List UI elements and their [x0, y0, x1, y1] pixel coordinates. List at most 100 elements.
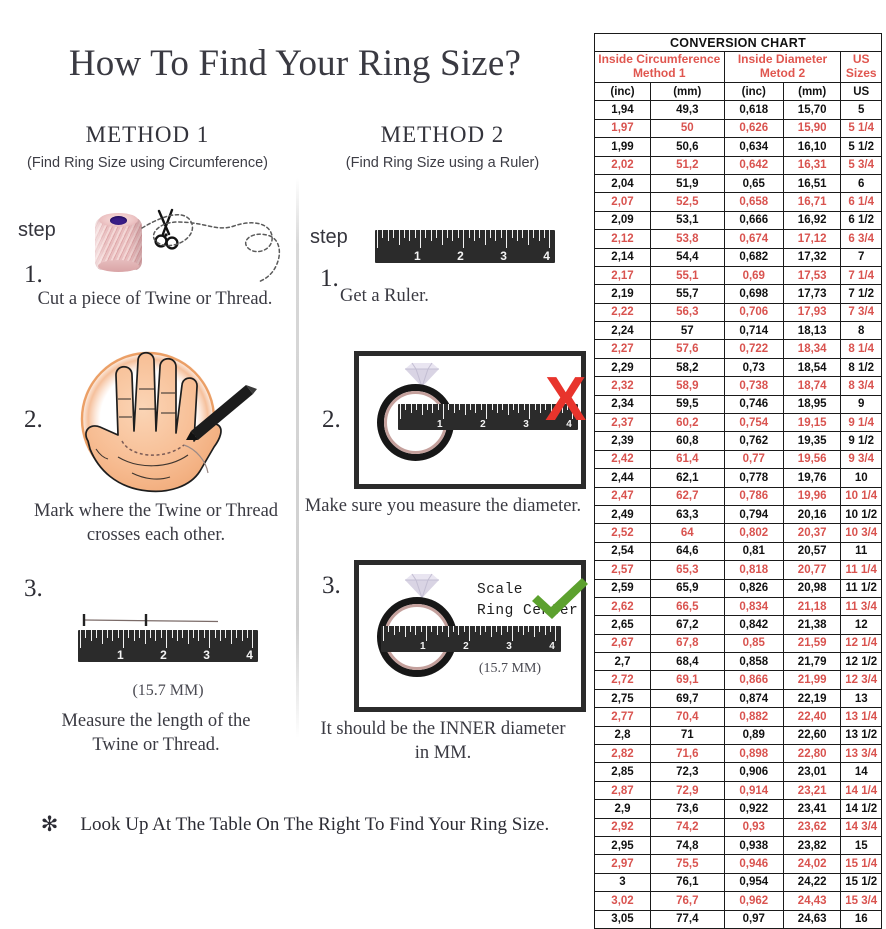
ruler-tick — [485, 626, 487, 633]
table-row: 2,22 56,3 0,706 17,93 7 3/4 — [594, 302, 882, 323]
table-row: 2,17 55,1 0,69 17,53 7 1/4 — [594, 265, 882, 286]
table-cell-c-inc1: 2,24 — [594, 321, 651, 341]
table-cell-c-inc1: 3 — [594, 872, 651, 893]
ruler-tick — [388, 626, 390, 633]
ruler-tick — [404, 626, 406, 638]
method-1-title: METHOD 1 — [85, 122, 210, 147]
ruler-tick — [479, 230, 481, 238]
method-2-step-word: step — [310, 226, 348, 248]
ruler-tick — [123, 630, 125, 648]
ruler-tick — [117, 630, 119, 638]
table-row: 1,97 50 0,626 15,90 5 1/4 — [594, 118, 882, 139]
ruler-tick — [193, 630, 194, 638]
ruler-tick — [513, 404, 514, 411]
table-cell-c-mm1: 55,1 — [650, 265, 725, 286]
table-cell-c-inc1: 2,77 — [594, 707, 651, 727]
table-cell-c-inc2: 0,938 — [723, 835, 784, 856]
table-cell-c-inc2: 0,97 — [723, 909, 784, 929]
correct-check-icon — [529, 576, 591, 629]
ruler-number: 1 — [414, 248, 421, 263]
table-cell-c-mm1: 63,3 — [650, 504, 725, 525]
table-cell-c-us: 10 3/4 — [840, 523, 882, 543]
ruler-tick — [473, 230, 475, 242]
ruler-number: 2 — [480, 418, 486, 430]
table-cell-c-mm1: 72,3 — [650, 762, 725, 782]
table-cell-c-mm1: 53,8 — [650, 229, 725, 249]
table-cell-c-mm2: 23,41 — [782, 799, 842, 819]
ruler-tick — [399, 626, 401, 633]
table-cell-c-inc2: 0,882 — [723, 707, 784, 727]
method-2-step-2-caption: Make sure you measure the diameter. — [304, 496, 582, 516]
ruler-tick — [414, 230, 416, 238]
ruler-method-2-step-2: 1 2 3 4 — [398, 404, 578, 430]
ruler-tick — [415, 626, 417, 635]
table-cell-c-mm2: 24,22 — [782, 872, 842, 893]
table-cell-c-mm2: 21,79 — [782, 652, 842, 672]
table-row: 2,92 74,2 0,93 23,62 14 3/4 — [594, 817, 882, 838]
table-cell-c-mm2: 22,60 — [782, 725, 842, 746]
ruler-tick — [457, 230, 459, 238]
table-cell-c-inc1: 2,82 — [594, 744, 651, 764]
table-row: 2,39 60,8 0,762 19,35 9 1/2 — [594, 431, 882, 451]
method-2-title: METHOD 2 — [380, 122, 505, 147]
ruler-tick — [409, 230, 411, 242]
ruler-tick — [572, 404, 574, 419]
table-cell-c-mm2: 16,51 — [782, 173, 842, 194]
table-cell-c-inc2: 0,658 — [723, 192, 784, 212]
table-cell-c-inc2: 0,674 — [723, 229, 784, 249]
table-cell-c-us: 13 3/4 — [840, 744, 882, 764]
table-row: 3,05 77,4 0,97 24,63 16 — [594, 909, 882, 929]
table-row: 2,75 69,7 0,874 22,19 13 — [594, 688, 882, 709]
ruler-tick — [512, 626, 514, 641]
table-row: 2,87 72,9 0,914 23,21 14 1/4 — [594, 780, 882, 801]
table-cell-c-us: 5 — [840, 100, 882, 120]
table-cell-c-us: 6 3/4 — [840, 229, 882, 249]
table-cell-c-mm1: 62,1 — [650, 468, 725, 488]
method-2-step-2-figure: 1 2 3 4 — [354, 351, 586, 489]
ruler-number: 2 — [160, 648, 167, 663]
table-cell-c-mm1: 74,8 — [650, 835, 725, 856]
method-1-subtitle: (Find Ring Size using Circumference) — [27, 155, 268, 171]
scissors-icon — [152, 208, 186, 252]
ruler-tick — [475, 404, 477, 413]
measured-thread-illustration — [78, 612, 258, 628]
table-row: 2,44 62,1 0,778 19,76 10 — [594, 468, 882, 488]
table-row: 2,72 69,1 0,866 21,99 12 3/4 — [594, 670, 882, 690]
ruler-number: 2 — [457, 248, 464, 263]
incorrect-x-mark: X — [545, 365, 587, 434]
ruler-tick — [534, 404, 536, 411]
table-cell-c-inc1: 2,49 — [594, 504, 651, 525]
table-cell-c-mm2: 15,70 — [782, 100, 842, 120]
table-cell-c-us: 12 3/4 — [840, 670, 882, 690]
ruler-tick — [443, 404, 445, 419]
column-header-inc-2: (inc) — [723, 81, 784, 102]
ruler-tick — [555, 626, 557, 641]
table-cell-c-us: 15 3/4 — [840, 891, 882, 911]
method-2-step-1-number: 1. — [320, 265, 339, 292]
table-cell-c-inc1: 2,07 — [594, 192, 651, 212]
table-cell-c-us: 7 3/4 — [840, 302, 882, 323]
table-cell-c-inc2: 0,874 — [723, 688, 784, 709]
table-cell-c-inc2: 0,866 — [723, 670, 784, 690]
table-row: 2,67 67,8 0,85 21,59 12 1/4 — [594, 633, 882, 654]
method-1-mm-note: (15.7 MM) — [132, 682, 204, 699]
column-header-mm-2: (mm) — [782, 81, 842, 102]
table-cell-c-mm2: 22,40 — [782, 707, 842, 727]
ruler-tick — [230, 630, 232, 645]
table-cell-c-us: 14 — [840, 762, 882, 782]
ruler-tick — [496, 626, 497, 633]
table-cell-c-us: 8 1/2 — [840, 357, 882, 378]
ruler-number: 3 — [523, 418, 529, 430]
column-header-us: US — [840, 81, 882, 102]
table-row: 2,57 65,3 0,818 20,77 11 1/4 — [594, 560, 882, 580]
table-cell-c-inc2: 0,714 — [723, 321, 784, 341]
table-cell-c-inc2: 0,922 — [723, 799, 784, 819]
diamond-icon — [399, 572, 445, 605]
table-cell-c-mm1: 69,7 — [650, 688, 725, 709]
ruler-tick — [468, 230, 470, 238]
table-cell-c-mm1: 51,9 — [650, 173, 725, 194]
table-cell-c-us: 10 — [840, 468, 882, 488]
table-cell-c-inc1: 2,44 — [594, 468, 651, 488]
ruler-tick — [436, 626, 438, 635]
ruler-tick — [501, 626, 503, 635]
